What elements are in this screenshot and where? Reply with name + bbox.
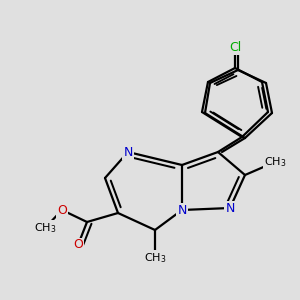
Text: CH$_3$: CH$_3$: [34, 221, 56, 235]
Text: N: N: [123, 146, 133, 158]
Text: CH$_3$: CH$_3$: [264, 155, 286, 169]
Text: N: N: [225, 202, 235, 214]
Text: Cl: Cl: [229, 40, 241, 53]
Text: CH$_3$: CH$_3$: [144, 251, 166, 265]
Text: O: O: [73, 238, 83, 251]
Text: N: N: [177, 203, 187, 217]
Text: O: O: [57, 203, 67, 217]
